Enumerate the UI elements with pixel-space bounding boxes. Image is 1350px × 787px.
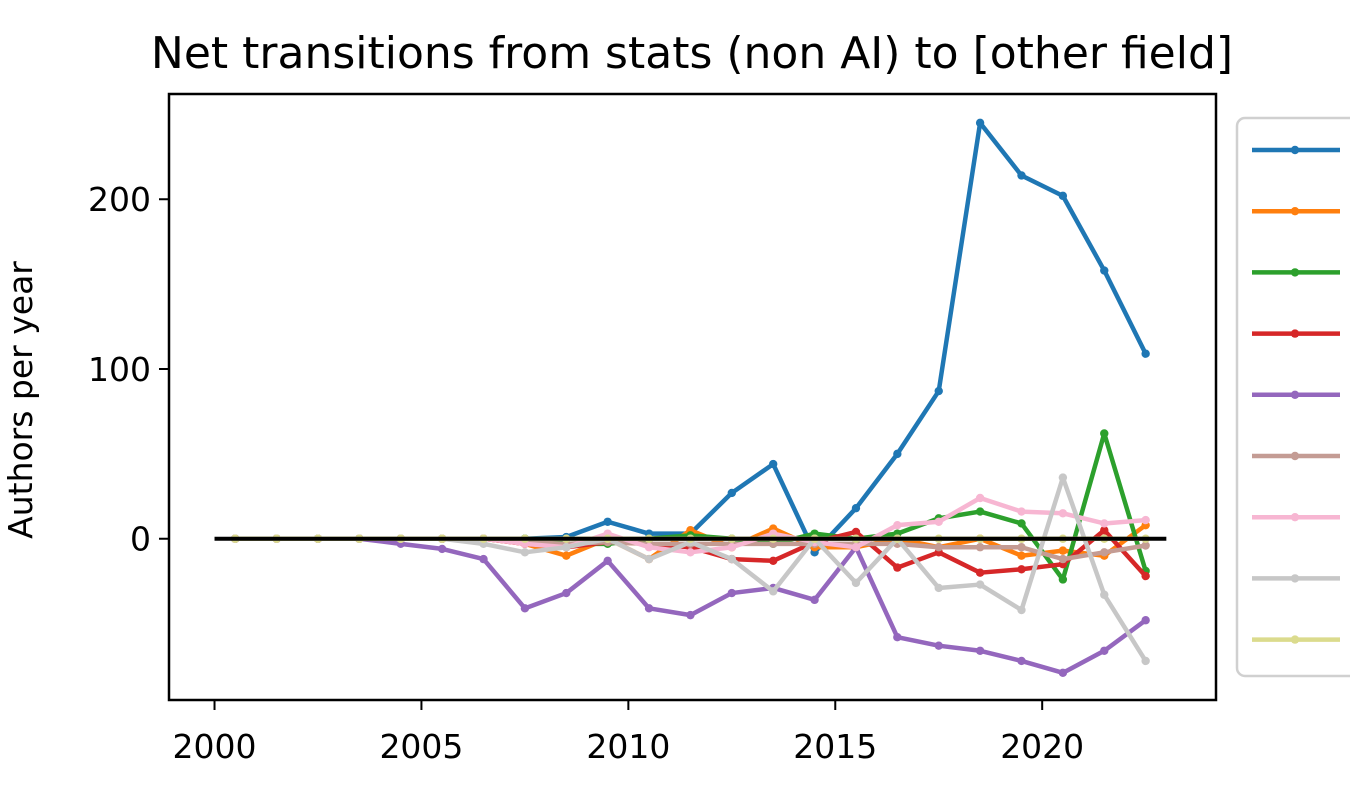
data-point-s6-23 — [1141, 541, 1150, 550]
data-point-s8-22 — [1100, 590, 1109, 599]
data-point-s2-20 — [1017, 551, 1026, 560]
data-point-s1-22 — [1100, 266, 1109, 275]
data-point-s6-21 — [1058, 554, 1068, 564]
data-point-s6-20 — [1017, 543, 1026, 552]
data-point-s5-12 — [686, 610, 695, 620]
legend — [1235, 116, 1350, 678]
x-tick-label: 2020 — [1000, 727, 1084, 766]
data-point-s7-13 — [727, 543, 737, 552]
data-point-s8-23 — [1141, 656, 1150, 666]
data-point-s1-13 — [727, 488, 737, 498]
data-point-s5-10 — [603, 556, 612, 566]
data-point-s2-21 — [1058, 546, 1068, 555]
plot-area: 2000 2005 2010 2015 2020 0 100 200 — [88, 92, 1218, 766]
data-point-s8-19 — [975, 580, 985, 589]
data-point-s5-8 — [520, 604, 530, 613]
data-point-s1-14 — [768, 459, 778, 469]
data-point-s7-21 — [1058, 509, 1068, 518]
data-point-s5-18 — [934, 641, 943, 650]
data-point-s4-20 — [1017, 565, 1026, 574]
data-point-s6-22 — [1100, 548, 1109, 557]
data-point-s5-13 — [727, 588, 737, 598]
data-point-s5-15 — [810, 595, 819, 605]
y-tick-label: 100 — [88, 350, 151, 389]
data-point-s5-19 — [975, 646, 985, 655]
data-point-s5-9 — [562, 588, 571, 598]
legend-marker-1 — [1290, 145, 1300, 155]
data-point-s7-17 — [893, 520, 902, 530]
legend-marker-4 — [1290, 329, 1300, 338]
x-tick-label: 2000 — [173, 727, 257, 766]
data-point-s7-11 — [644, 543, 654, 552]
data-point-s3-19 — [975, 507, 985, 516]
data-point-s1-19 — [975, 118, 985, 128]
data-point-s3-20 — [1017, 519, 1026, 528]
data-point-s7-18 — [934, 517, 943, 526]
data-point-s5-21 — [1058, 668, 1068, 678]
data-point-s1-23 — [1141, 349, 1150, 358]
data-point-s4-16 — [851, 527, 861, 537]
data-point-s4-23 — [1141, 571, 1150, 581]
data-point-s8-18 — [934, 583, 943, 593]
data-point-s8-8 — [520, 548, 530, 557]
data-point-s7-19 — [975, 493, 985, 503]
data-point-s8-11 — [644, 554, 654, 564]
data-point-s7-22 — [1100, 519, 1109, 528]
legend-marker-7 — [1290, 513, 1300, 522]
data-point-s1-21 — [1058, 191, 1068, 201]
data-point-s2-9 — [562, 551, 571, 560]
y-tick-label: 200 — [88, 180, 151, 219]
x-tick-label: 2015 — [793, 727, 877, 766]
axes-frame — [167, 92, 1218, 702]
y-tick-label: 0 — [130, 520, 151, 559]
data-point-s5-11 — [644, 604, 654, 613]
data-point-s8-21 — [1058, 473, 1068, 482]
data-point-s5-23 — [1141, 616, 1150, 625]
data-point-s4-19 — [975, 568, 985, 577]
legend-marker-6 — [1290, 451, 1300, 461]
data-point-s5-7 — [479, 554, 488, 564]
legend-marker-5 — [1290, 390, 1300, 399]
legend-marker-3 — [1290, 268, 1300, 277]
data-point-s3-22 — [1100, 429, 1109, 438]
data-point-s1-17 — [893, 449, 902, 459]
data-point-s7-23 — [1141, 515, 1150, 525]
data-point-s8-9 — [562, 543, 571, 552]
series-line-5 — [232, 536, 1148, 676]
data-point-s5-6 — [437, 544, 447, 554]
data-point-s6-18 — [934, 543, 943, 552]
data-point-s1-10 — [603, 517, 612, 526]
x-tick-label: 2005 — [379, 727, 463, 766]
legend-marker-2 — [1290, 207, 1300, 216]
data-point-s1-18 — [934, 386, 943, 396]
data-point-s1-20 — [1017, 171, 1026, 180]
legend-marker-9 — [1290, 635, 1300, 644]
data-point-s8-14 — [768, 587, 778, 596]
data-point-s7-12 — [686, 548, 695, 557]
data-point-s8-13 — [727, 554, 737, 564]
data-point-s7-20 — [1017, 507, 1026, 516]
data-point-s5-17 — [893, 632, 902, 642]
data-point-s1-16 — [851, 503, 861, 513]
series-line-1 — [232, 120, 1148, 555]
data-point-s8-16 — [851, 578, 861, 588]
data-point-s6-19 — [975, 543, 985, 552]
data-point-s8-20 — [1017, 605, 1026, 615]
data-point-s4-22 — [1100, 526, 1109, 535]
chart-title: Net transitions from stats (non AI) to [… — [151, 28, 1233, 79]
data-point-s5-22 — [1100, 646, 1109, 655]
data-point-s5-20 — [1017, 656, 1026, 666]
series-group — [231, 118, 1150, 678]
y-axis-label: Authors per year — [1, 261, 40, 539]
x-tick-label: 2010 — [586, 727, 670, 766]
data-point-s4-14 — [768, 556, 778, 566]
data-point-s4-17 — [893, 563, 902, 572]
legend-marker-8 — [1290, 574, 1300, 583]
data-point-s3-21 — [1058, 575, 1068, 584]
data-point-s7-16 — [851, 543, 861, 552]
